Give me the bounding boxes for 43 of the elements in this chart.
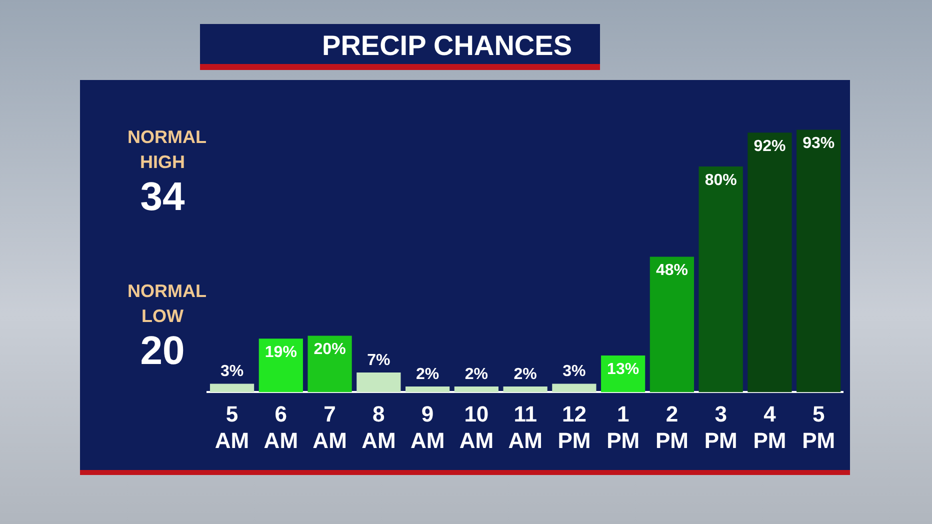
x-tick-label: 6 AM (264, 401, 298, 453)
x-tick-label: 3 PM (704, 401, 738, 453)
bar (796, 130, 841, 392)
x-tick-label: 4 PM (753, 401, 786, 453)
bar (210, 384, 254, 392)
bar (308, 336, 352, 392)
annotation: NORMAL LOW (128, 280, 206, 328)
data-label: 13% (607, 360, 640, 378)
bar (405, 386, 450, 392)
bar (258, 338, 303, 392)
bar (650, 256, 694, 392)
x-tick-label: 7 AM (312, 401, 347, 453)
x-tick-label: 5 AM (214, 401, 250, 453)
x-tick-label: 11 AM (508, 401, 542, 453)
text: 34 (139, 175, 186, 219)
x-tick-label: 1 PM (606, 401, 640, 453)
data-label: 3% (562, 363, 586, 380)
x-tick-label: 9 AM (410, 401, 445, 453)
data-label: 80% (704, 172, 737, 189)
bar (698, 166, 743, 392)
data-label: 20% (314, 341, 346, 358)
data-label: 7% (367, 352, 390, 369)
data-label: 19% (264, 344, 297, 361)
x-tick-label: 8 AM (362, 401, 396, 453)
data-label: 92% (754, 138, 786, 155)
bar (454, 386, 498, 392)
data-label: 93% (802, 135, 835, 152)
bar (356, 372, 401, 392)
x-tick-label: 2 PM (655, 401, 688, 453)
x-tick-label: 10 AM (459, 401, 494, 453)
x-tick-label: 5 PM (802, 401, 836, 453)
bar (748, 132, 792, 392)
bar (552, 384, 596, 392)
bar (503, 386, 548, 392)
annotation: NORMAL HIGH (128, 126, 206, 174)
data-label: 2% (514, 366, 537, 383)
data-label: 2% (416, 366, 440, 383)
chart-title: PRECIP CHANCES (200, 24, 600, 70)
text: 20 (140, 329, 185, 373)
data-label: 48% (656, 262, 688, 280)
data-label: 2% (464, 366, 488, 383)
x-tick-label: 12 PM (558, 401, 591, 453)
data-label: 3% (220, 363, 244, 380)
